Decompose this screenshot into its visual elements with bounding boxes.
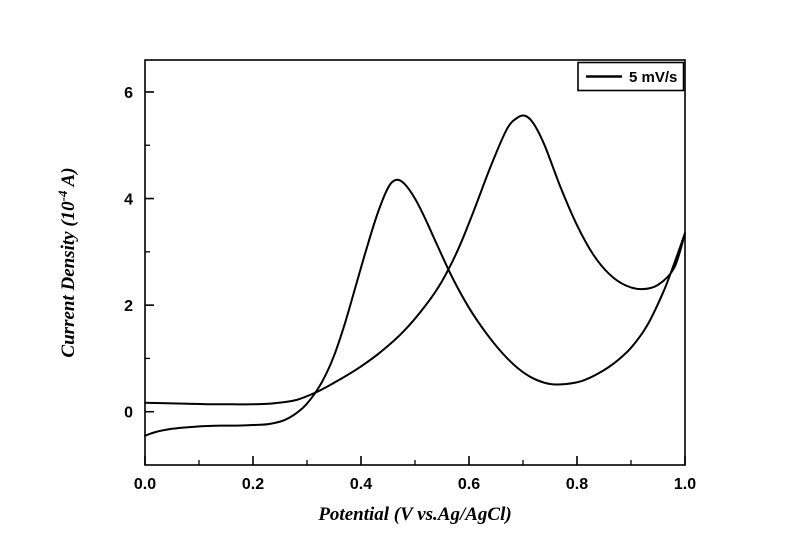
y-tick-label: 2 bbox=[124, 298, 133, 315]
legend-label: 5 mV/s bbox=[629, 69, 677, 86]
y-axis-label: Current Density (10-4 A) bbox=[55, 167, 79, 357]
x-tick-label: 0.2 bbox=[242, 476, 264, 493]
series-line-cv-branch-anodic-peak-0.70V bbox=[144, 114, 686, 406]
series-line-cv-branch-anodic-peak-0.47V bbox=[144, 178, 686, 437]
x-tick-label: 0.0 bbox=[134, 476, 156, 493]
x-tick-label: 1.0 bbox=[674, 476, 696, 493]
y-tick-label: 4 bbox=[124, 192, 133, 209]
x-tick-label: 0.6 bbox=[458, 476, 480, 493]
x-axis-label: Potential (V vs.Ag/AgCl) bbox=[317, 504, 511, 525]
y-tick-label: 6 bbox=[124, 85, 133, 102]
x-tick-label: 0.8 bbox=[566, 476, 588, 493]
legend-box bbox=[577, 61, 685, 92]
y-tick-label: 0 bbox=[124, 405, 133, 422]
x-tick-label: 0.4 bbox=[350, 476, 372, 493]
